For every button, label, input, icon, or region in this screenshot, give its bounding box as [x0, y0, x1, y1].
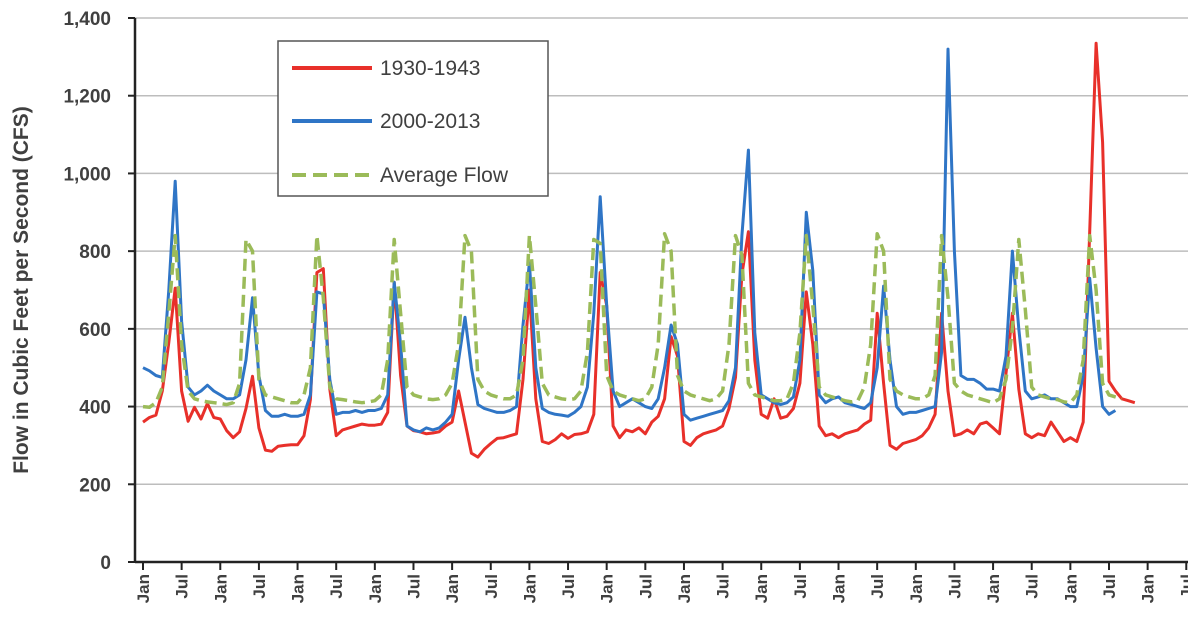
legend-label-average-flow: Average Flow	[380, 164, 509, 187]
x-tick-label: Jan	[675, 574, 694, 603]
x-tick-label: Jul	[714, 574, 733, 599]
x-tick-label: Jul	[482, 574, 501, 599]
x-tick-label: Jul	[559, 574, 578, 599]
x-tick-label: Jul	[250, 574, 269, 599]
x-tick-label: Jan	[366, 574, 385, 603]
series-line-average-flow	[142, 231, 1123, 410]
x-tick-labels: Jan Jul Jan Jul Jan Jul Jan Jul Jan Jul Jan Jul Jan J…	[134, 562, 1188, 603]
x-tick-label: Jan	[134, 574, 153, 603]
series-lines	[142, 41, 1136, 459]
x-tick-label: Jul	[1177, 574, 1188, 599]
series-line-1930-1943	[142, 41, 1136, 459]
legend: 1930-1943 2000-2013 Average Flow	[277, 40, 549, 197]
x-tick-label: Jul	[173, 574, 192, 599]
y-tick-label: 400	[79, 398, 111, 419]
x-tick-label: Jan	[830, 574, 849, 603]
x-tick-label: Jan	[1139, 574, 1158, 603]
y-tick-label: 600	[79, 320, 111, 341]
x-tick-label: Jul	[636, 574, 655, 599]
x-tick-label: Jan	[211, 574, 230, 603]
x-tick-label: Jan	[289, 574, 308, 603]
y-tick-label: 0	[100, 553, 111, 574]
legend-label-2000-2013: 2000-2013	[380, 110, 480, 133]
y-tick-label: 800	[79, 242, 111, 263]
x-tick-label: Jul	[945, 574, 964, 599]
y-tick-labels: 0 200 400 600 800 1,000 1,200 1,400	[63, 9, 135, 574]
x-tick-label: Jan	[984, 574, 1003, 603]
x-tick-label: Jul	[327, 574, 346, 599]
y-tick-label: 1,400	[63, 9, 111, 30]
x-tick-label: Jul	[868, 574, 887, 599]
y-tick-label: 1,000	[63, 164, 111, 185]
x-tick-label: Jul	[1023, 574, 1042, 599]
x-tick-label: Jan	[752, 574, 771, 603]
x-tick-label: Jul	[791, 574, 810, 599]
x-tick-label: Jan	[520, 574, 539, 603]
y-tick-label: 200	[79, 475, 111, 496]
x-tick-label: Jul	[1100, 574, 1119, 599]
x-tick-label: Jan	[598, 574, 617, 603]
x-tick-label: Jan	[907, 574, 926, 603]
x-tick-label: Jan	[443, 574, 462, 603]
x-tick-label: Jul	[404, 574, 423, 599]
y-tick-label: 1,200	[63, 87, 111, 108]
y-axis-label: Flow in Cubic Feet per Second (CFS)	[10, 106, 33, 474]
legend-label-1930-1943: 1930-1943	[380, 57, 480, 80]
x-tick-label: Jan	[1061, 574, 1080, 603]
series-line-2000-2013	[142, 47, 1117, 434]
